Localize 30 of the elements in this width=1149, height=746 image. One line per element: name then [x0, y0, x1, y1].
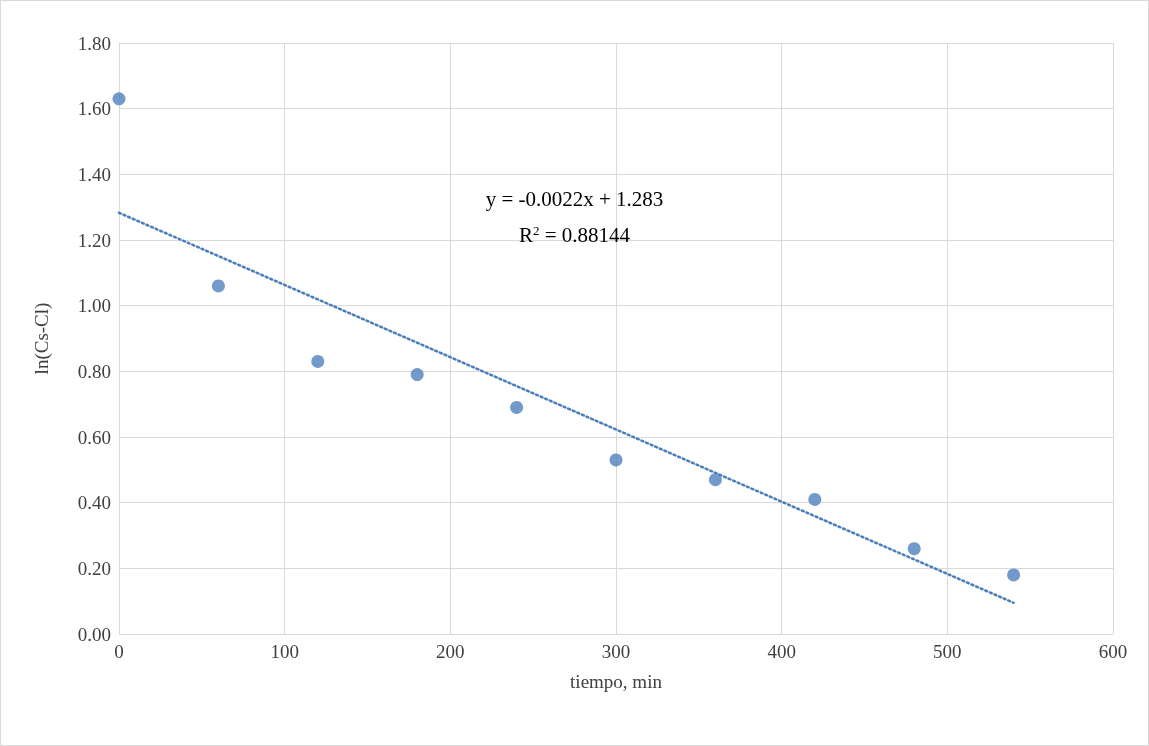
y-tick-label: 0.80	[77, 360, 111, 382]
y-axis-title: ln(Cs-Cl)	[31, 302, 53, 375]
point	[510, 400, 524, 414]
point	[112, 92, 126, 106]
point	[808, 492, 822, 506]
point	[609, 453, 623, 467]
x-axis-title: tiempo, min	[570, 671, 663, 692]
y-tick-label: 0.20	[77, 557, 111, 579]
point	[708, 473, 722, 487]
point	[1007, 568, 1021, 582]
point	[211, 279, 225, 293]
y-tick-label: 1.40	[77, 163, 111, 185]
y-tick-label: 1.00	[77, 295, 111, 317]
x-tick-label: 100	[270, 641, 299, 662]
x-tick-label: 400	[767, 641, 796, 662]
x-tick-label: 500	[933, 641, 962, 662]
x-tick-label: 0	[114, 641, 124, 662]
annotation: y = -0.0022x + 1.283	[485, 187, 664, 211]
y-tick-label: 0.40	[77, 492, 111, 514]
point	[311, 354, 325, 368]
y-tick-label: 1.20	[77, 229, 111, 251]
point	[410, 368, 424, 382]
y-tick-label: 1.80	[77, 32, 111, 54]
x-tick-label: 200	[436, 641, 465, 662]
x-tick-label: 300	[601, 641, 631, 662]
y-tick-label: 0.00	[77, 623, 111, 645]
x-tick-label: 600	[1098, 641, 1128, 662]
point	[907, 542, 921, 556]
y-tick-label: 0.60	[77, 426, 111, 448]
y-tick-label: 1.60	[77, 98, 111, 120]
